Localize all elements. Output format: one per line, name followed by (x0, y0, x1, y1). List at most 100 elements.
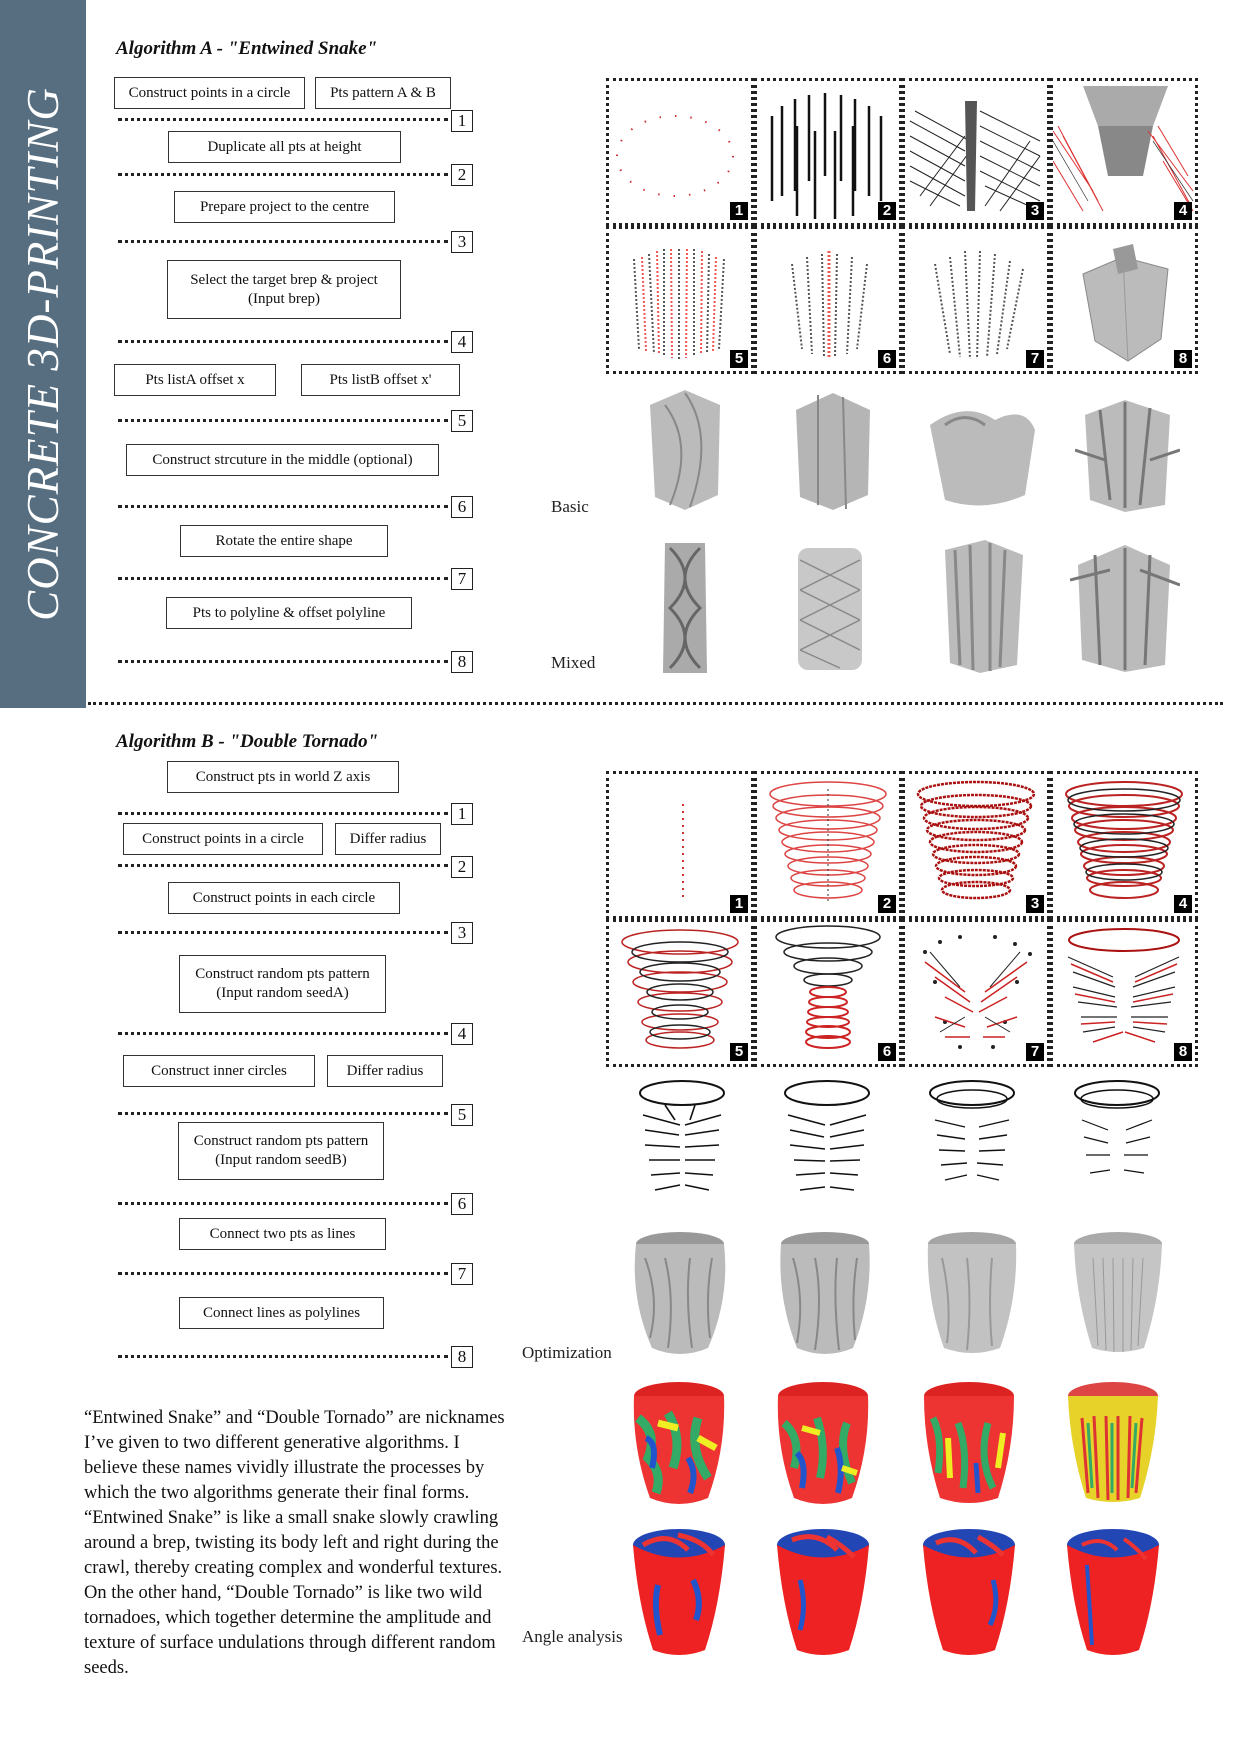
step-divider (118, 419, 448, 422)
z-axis-points-illustration (682, 804, 684, 902)
wireframe-form-render (929, 1080, 1015, 1181)
step-b-construct-inner-circles: Construct inner circles (123, 1055, 315, 1087)
step-number: 8 (451, 651, 473, 673)
optimized-form-render (780, 1232, 870, 1354)
angle-analysis-render (777, 1529, 869, 1655)
cell-number: 1 (730, 202, 748, 220)
cell-number: 3 (1026, 202, 1044, 220)
step-a-select-target-brep: Select the target brep & project (Input … (167, 260, 401, 319)
sidebar-title: CONCRETE 3D-PRINTING (18, 87, 68, 621)
wireframe-form-render (639, 1080, 725, 1191)
step-a-construct-structure: Construct strcuture in the middle (optio… (126, 444, 439, 476)
optimized-form-render (927, 1232, 1017, 1353)
vertical-lines-illustration (770, 93, 883, 219)
rotated-shape-illustration (934, 250, 1024, 360)
optimized-form-render (634, 1232, 726, 1354)
step-divider (118, 1355, 448, 1358)
process-cell: 8 (1050, 226, 1198, 374)
step-divider (118, 577, 448, 580)
angle-analysis-render (1067, 1529, 1159, 1655)
step-divider (118, 1112, 448, 1115)
cell-number: 3 (1026, 895, 1044, 913)
step-a-duplicate-pts: Duplicate all pts at height (168, 131, 401, 163)
step-number: 6 (451, 1193, 473, 1215)
mixed-form-render (663, 543, 707, 673)
sidebar-banner: CONCRETE 3D-PRINTING (0, 0, 86, 708)
step-b-differ-radius: Differ radius (335, 823, 441, 855)
cell-number: 4 (1174, 895, 1192, 913)
description-paragraph: “Entwined Snake” and “Double Tornado” ar… (84, 1408, 505, 1678)
step-divider (118, 118, 448, 121)
process-cell: 6 (754, 226, 902, 374)
cell-number: 5 (730, 350, 748, 368)
step-b-connect-lines-polylines: Connect lines as polylines (179, 1297, 384, 1329)
basic-form-render (796, 393, 870, 510)
algorithm-a-title: Algorithm A - "Entwined Snake" (116, 38, 378, 59)
step-number: 1 (451, 110, 473, 132)
step-b-differ-radius-2: Differ radius (327, 1055, 443, 1087)
process-cell: 8 (1050, 919, 1198, 1067)
step-b-connect-pts-lines: Connect two pts as lines (179, 1218, 386, 1250)
cell-number: 2 (878, 202, 896, 220)
step-number: 7 (451, 568, 473, 590)
process-cell: 1 (606, 78, 754, 226)
process-cell: 7 (902, 919, 1050, 1067)
step-divider (118, 660, 448, 663)
step-number: 2 (451, 856, 473, 878)
angle-analysis-render (777, 1382, 869, 1504)
differ-radius-illustration (775, 925, 881, 1049)
cell-number: 8 (1174, 1043, 1192, 1061)
brep-projection-illustration (1053, 86, 1194, 212)
step-number: 6 (451, 496, 473, 518)
angle-analysis-render (924, 1382, 1014, 1503)
cell-number: 4 (1174, 202, 1192, 220)
inner-circles-illustration (621, 929, 739, 1049)
step-divider (118, 1202, 448, 1205)
process-cell: 5 (606, 226, 754, 374)
step-divider (118, 340, 448, 343)
middle-structure-illustration (791, 251, 868, 359)
algorithm-b-title: Algorithm B - "Double Tornado" (116, 731, 379, 752)
step-number: 5 (451, 1104, 473, 1126)
mixed-form-render (798, 548, 862, 670)
random-pattern-illustration (1065, 781, 1183, 899)
offset-points-illustration (633, 248, 725, 359)
row-label-optimization: Optimization (522, 1343, 612, 1362)
random-points-seedB-illustration (923, 935, 1032, 1049)
step-a-prepare-project: Prepare project to the centre (174, 191, 395, 223)
process-cell: 1 (606, 771, 754, 919)
cell-number: 2 (878, 895, 896, 913)
step-a-listA-offset: Pts listA offset x (114, 364, 276, 396)
wireframe-form-render (784, 1080, 870, 1191)
points-circle-illustration (616, 115, 734, 197)
angle-analysis-render (1068, 1382, 1158, 1502)
cell-number: 6 (878, 1043, 896, 1061)
section-divider (88, 702, 1223, 705)
cell-number: 7 (1026, 350, 1044, 368)
step-number: 1 (451, 803, 473, 825)
step-number: 7 (451, 1263, 473, 1285)
row-label-mixed: Mixed (551, 653, 596, 672)
angle-analysis-render (633, 1382, 725, 1504)
cell-number: 5 (730, 1043, 748, 1061)
step-b-random-pts-seedA: Construct random pts pattern (Input rand… (179, 955, 386, 1013)
optimized-form-render (1074, 1232, 1162, 1353)
step-divider (118, 505, 448, 508)
step-b-construct-pts-z: Construct pts in world Z axis (167, 761, 399, 793)
mixed-form-render (945, 540, 1023, 673)
step-divider (118, 864, 448, 867)
step-b-construct-points-each-circle: Construct points in each circle (168, 882, 400, 914)
polyline-form-illustration (1082, 244, 1169, 362)
step-divider (118, 240, 448, 243)
step-number: 5 (451, 410, 473, 432)
step-number: 3 (451, 231, 473, 253)
cell-number: 6 (878, 350, 896, 368)
process-cell: 6 (754, 919, 902, 1067)
process-cell: 3 (902, 78, 1050, 226)
angle-analysis-render (923, 1529, 1015, 1655)
step-number: 2 (451, 164, 473, 186)
step-number: 3 (451, 922, 473, 944)
process-cell: 4 (1050, 771, 1198, 919)
step-a-construct-points-circle: Construct points in a circle (114, 77, 305, 109)
basic-form-render (1075, 400, 1180, 512)
